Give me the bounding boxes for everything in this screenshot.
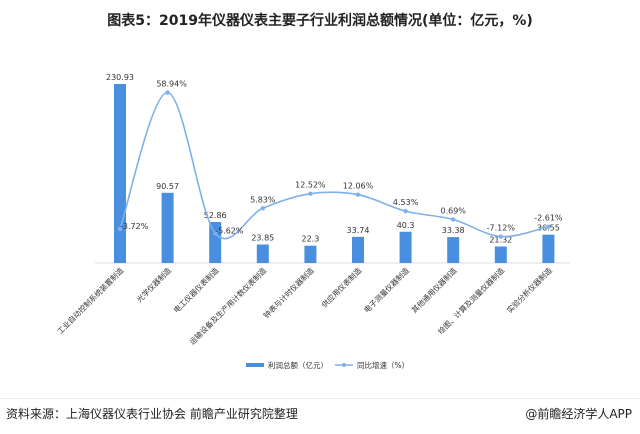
category-label: 运输设备及生产用计数仪表制造: [187, 265, 269, 347]
category-label: 电子测量仪器制造: [362, 265, 412, 315]
bar-label: 23.85: [251, 234, 274, 243]
bar: [447, 237, 460, 263]
bar: [161, 192, 174, 263]
line-point: [546, 224, 551, 229]
bar: [209, 222, 222, 263]
line-label: -2.61%: [534, 214, 563, 223]
bar-label: 52.86: [204, 211, 227, 220]
line-point: [498, 234, 503, 239]
category-label: 工业自动控制系统装置制造: [55, 265, 126, 336]
line-label: 5.83%: [250, 195, 276, 204]
bar-label: 230.93: [106, 73, 134, 82]
line-label: -5.62%: [215, 226, 244, 235]
line-point: [403, 208, 408, 214]
bar: [352, 236, 364, 263]
line-point: [213, 231, 218, 236]
bar-label: 33.38: [442, 226, 465, 235]
bar-label: 33.74: [347, 226, 370, 235]
category-label: 钟表与计时仪器制造: [261, 265, 316, 320]
legend-label-growth: 同比增速（%）: [357, 360, 409, 370]
bar: [256, 244, 269, 263]
line-point: [308, 191, 313, 196]
category-label: 光学仪器制造: [134, 265, 173, 304]
bar: [542, 234, 555, 263]
line-label: -7.12%: [487, 224, 516, 233]
bar: [304, 245, 317, 263]
chart: 230.93 工业自动控制系统装置制造 90.57 光学仪器制造 52.86 电工仪器仪表…: [55, 73, 570, 370]
bar-label: 21.32: [489, 235, 512, 244]
bar: [114, 84, 126, 263]
divider: [0, 398, 640, 399]
line-label: 4.53%: [393, 198, 419, 207]
category-label: 供应用仪表制造: [319, 265, 364, 310]
growth-line: [119, 91, 549, 240]
category-label: 实验分析仪器制造: [504, 265, 554, 315]
bar: [494, 246, 507, 263]
line-point: [165, 90, 170, 95]
line-label: 0.69%: [440, 206, 466, 215]
brand-label: @前瞻经济学人APP: [525, 407, 632, 421]
bar-label: 40.3: [397, 221, 415, 230]
line-label: 12.06%: [343, 182, 374, 191]
category-label: 其他通用仪器制造: [409, 265, 459, 315]
line-point: [117, 226, 123, 232]
line-label: 12.52%: [295, 181, 326, 190]
legend-marker-growth: [342, 363, 346, 367]
legend-label-profit: 利润总额（亿元）: [268, 360, 328, 370]
category-label: 电工仪器仪表制造: [171, 265, 221, 315]
source-note: 资料来源：上海仪器仪表行业协会 前瞻产业研究院整理: [6, 407, 298, 421]
legend-swatch-profit: [246, 363, 264, 367]
line-label: 58.94%: [156, 80, 187, 89]
line-point: [260, 206, 265, 211]
line-label: -3.72%: [120, 222, 149, 231]
bar: [399, 231, 412, 263]
line-point: [355, 192, 361, 197]
chart-title: 图表5：2019年仪器仪表主要子行业利润总额情况(单位：亿元，%): [107, 13, 533, 29]
bar-label: 90.57: [156, 182, 179, 191]
bar-label: 22.3: [301, 235, 319, 244]
line-point: [451, 217, 456, 222]
